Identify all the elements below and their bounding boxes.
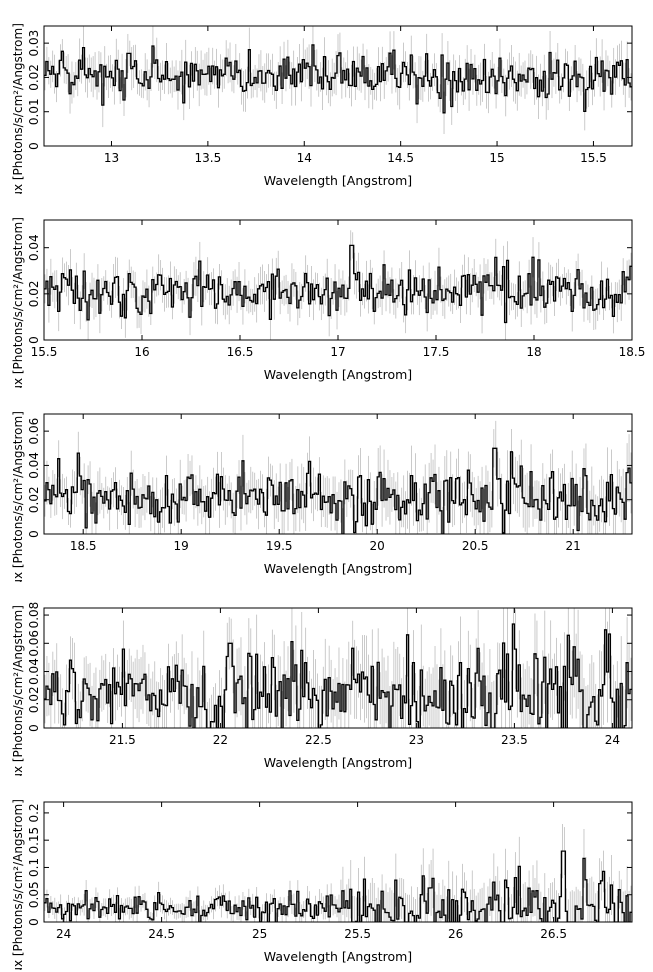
- x-tick-label: 23.5: [501, 733, 528, 747]
- x-tick-label: 15.5: [31, 345, 58, 359]
- y-tick-label: 0.04: [27, 234, 41, 261]
- spectrum-panel-1: 13 13.5 14 14.5 15 15.5 0 0.01 0.02 0.03 Wavelengt…: [0, 0, 653, 194]
- y-tick-label: 0.02: [27, 686, 41, 713]
- y-tick-label: 0.1: [27, 858, 41, 877]
- spectrum-line: [44, 44, 632, 114]
- x-tick-label: 19.5: [266, 539, 293, 553]
- x-tick-label: 18.5: [619, 345, 646, 359]
- spectrum-line: [44, 850, 632, 922]
- y-tick-label: 0: [27, 724, 41, 732]
- error-bars: [44, 608, 632, 728]
- x-axis-label: Wavelength [Angstrom]: [264, 755, 412, 770]
- x-tick-label: 18.5: [70, 539, 97, 553]
- y-axis-label: Flux [Photons/s/cm²/Angstrom]: [11, 605, 25, 776]
- x-tick-label: 22: [213, 733, 228, 747]
- x-tick-label: 14: [297, 151, 312, 165]
- plot-frame: [43, 25, 633, 147]
- y-tick-label: 0.02: [27, 64, 41, 91]
- x-tick-label: 26: [448, 927, 463, 941]
- y-axis-label: Flux [Photons/s/cm²/Angstrom]: [11, 23, 25, 194]
- chart-svg: 15.5 16 16.5 17 17.5 18 18.5 0 0.02 0.04 Wavelengt…: [11, 217, 646, 388]
- plot-frame: [43, 607, 633, 729]
- x-tick-label: 20: [370, 539, 385, 553]
- x-tick-label: 20.5: [462, 539, 489, 553]
- x-tick-label: 13: [104, 151, 119, 165]
- x-tick-label: 18: [526, 345, 541, 359]
- x-tick-label: 17.5: [423, 345, 450, 359]
- x-tick-label: 22.5: [305, 733, 332, 747]
- error-bars: [44, 230, 632, 340]
- chart-svg: 13 13.5 14 14.5 15 15.5 0 0.01 0.02 0.03 Wavelengt…: [11, 23, 633, 194]
- y-tick-label: 0.04: [27, 452, 41, 479]
- y-tick-label: 0: [27, 530, 41, 538]
- plot-frame: [43, 801, 633, 923]
- y-tick-label: 0.2: [27, 803, 41, 822]
- y-axis-label: Flux [Photons/s/cm²/Angstrom]: [11, 217, 25, 388]
- y-tick-label: 0.02: [27, 280, 41, 307]
- x-tick-label: 25.5: [344, 927, 371, 941]
- x-tick-label: 14.5: [387, 151, 414, 165]
- error-bars: [44, 824, 632, 922]
- y-tick-label: 0: [27, 918, 41, 926]
- chart-svg: 21.5 22 22.5 23 23.5 24 0 0.020.040.060.08 Wavel…: [11, 602, 633, 776]
- x-tick-label: 21.5: [109, 733, 136, 747]
- plot-frame: [43, 219, 633, 341]
- spectrum-panel-3: 18.5 19 19.5 20 20.5 21 0 0.02 0.04 0.06 Wavelengt…: [0, 388, 653, 582]
- y-tick-label: 0.08: [27, 602, 41, 629]
- y-axis-label: Flux [Photons/s/cm²/Angstrom]: [11, 799, 25, 970]
- spectrum-panel-4: 21.5 22 22.5 23 23.5 24 0 0.02 0.04 0.06 0.08 Wavel…: [0, 582, 653, 776]
- x-tick-label: 24.5: [148, 927, 175, 941]
- x-tick-label: 15: [489, 151, 504, 165]
- y-tick-label: 0.01: [27, 98, 41, 125]
- y-tick-label: 0.04: [27, 658, 41, 685]
- x-tick-label: 24: [56, 927, 71, 941]
- x-axis-label: Wavelength [Angstrom]: [264, 561, 412, 576]
- y-tick-label: 0: [27, 142, 41, 150]
- y-tick-label: 0.03: [27, 30, 41, 57]
- spectrum-panel-5: 24 24.5 25 25.5 26 26.5 0 0.05 0.1 0.15 0.2 Wavelen…: [0, 776, 653, 970]
- y-tick-label: 0.02: [27, 486, 41, 513]
- x-tick-label: 13.5: [195, 151, 222, 165]
- x-tick-label: 16: [134, 345, 149, 359]
- chart-svg: 24 24.5 25 25.5 26 26.5 0 0.05 0.1 0.15 0.2 Wavelen…: [11, 799, 633, 970]
- x-tick-label: 21: [566, 539, 581, 553]
- chart-svg: 18.5 19 19.5 20 20.5 21 0 0.02 0.04 0.06 Wavelengt…: [11, 411, 633, 582]
- spectrum-line: [44, 447, 632, 534]
- x-axis-label: Wavelength [Angstrom]: [264, 367, 412, 382]
- x-axis-label: Wavelength [Angstrom]: [264, 949, 412, 964]
- x-tick-label: 17: [330, 345, 345, 359]
- x-tick-label: 26.5: [540, 927, 567, 941]
- x-tick-label: 15.5: [580, 151, 607, 165]
- x-tick-label: 16.5: [227, 345, 254, 359]
- x-tick-label: 24: [605, 733, 620, 747]
- y-tick-label: 0.15: [27, 827, 41, 854]
- spectrum-line: [44, 244, 632, 324]
- spectrum-line: [44, 623, 632, 728]
- x-tick-label: 25: [252, 927, 267, 941]
- y-tick-label: 0.06: [27, 630, 41, 657]
- x-tick-label: 23: [409, 733, 424, 747]
- plot-frame: [43, 413, 633, 535]
- spectrum-panel-2: 15.5 16 16.5 17 17.5 18 18.5 0 0.02 0.04 Wavelengt…: [0, 194, 653, 388]
- y-tick-label: 0.05: [27, 881, 41, 908]
- y-tick-label: 0.06: [27, 418, 41, 445]
- x-tick-label: 19: [174, 539, 189, 553]
- y-tick-label: 0: [27, 336, 41, 344]
- y-axis-label: Flux [Photons/s/cm²/Angstrom]: [11, 411, 25, 582]
- x-axis-label: Wavelength [Angstrom]: [264, 173, 412, 188]
